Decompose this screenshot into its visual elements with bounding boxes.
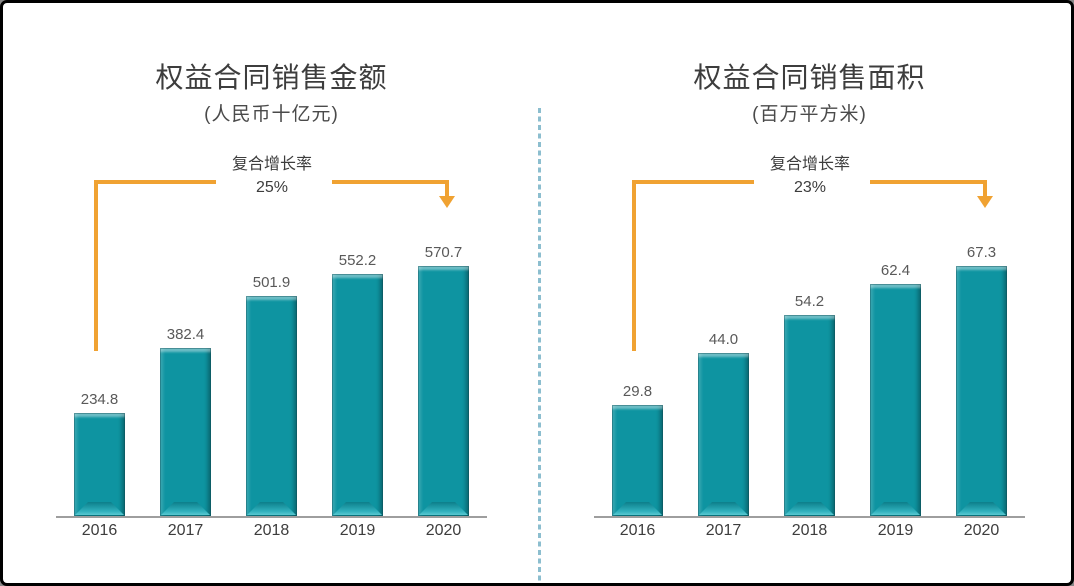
bar-value-label: 501.9 xyxy=(252,274,291,291)
cagr-bracket-vertical-line xyxy=(632,180,636,351)
cagr-bracket-vertical-line xyxy=(94,180,98,351)
x-axis-tick-label: 2017 xyxy=(167,522,204,539)
bar-2020: 67.3 xyxy=(956,244,1007,516)
bar-value-label: 62.4 xyxy=(880,262,911,279)
bar-2019: 62.4 xyxy=(870,262,921,516)
cagr-arrow-stub xyxy=(445,180,449,197)
x-axis-tick-label: 2020 xyxy=(425,522,462,539)
bar-2016: 234.8 xyxy=(74,391,125,516)
down-arrow-icon xyxy=(439,196,455,208)
years-row: 2016 2017 2018 2019 2020 xyxy=(592,522,1027,540)
chart-sales-area: 权益合同销售面积 (百万平方米) 复合增长率 23% 29.8 44.0 54.2 6… xyxy=(592,3,1027,583)
x-axis-line xyxy=(594,516,1025,518)
x-axis-tick-label: 2016 xyxy=(81,522,118,539)
cagr-label: 复合增长率 xyxy=(231,156,312,173)
cagr-arrow-stub xyxy=(983,180,987,197)
x-axis-tick-label: 2019 xyxy=(877,522,914,539)
chart-subtitle: (人民币十亿元) xyxy=(204,104,339,125)
bar-2019: 552.2 xyxy=(332,252,383,516)
cagr-bracket-horizontal-line-right xyxy=(870,180,987,184)
bar-2018: 501.9 xyxy=(246,274,297,516)
x-axis-tick-label: 2016 xyxy=(619,522,656,539)
bar-2016: 29.8 xyxy=(612,383,663,516)
x-axis-tick-label: 2018 xyxy=(791,522,828,539)
cagr-bracket-horizontal-line-left xyxy=(632,180,754,184)
down-arrow-icon xyxy=(977,196,993,208)
cagr-bracket-horizontal-line-right xyxy=(332,180,449,184)
bar-value-label: 67.3 xyxy=(966,244,997,261)
bar-2017: 44.0 xyxy=(698,331,749,516)
bar-2020: 570.7 xyxy=(418,244,469,516)
x-axis-tick-label: 2019 xyxy=(339,522,376,539)
bar-value-label: 44.0 xyxy=(708,331,739,348)
cagr-value: 25% xyxy=(255,179,289,196)
cagr-value: 23% xyxy=(793,179,827,196)
dashed-divider-line xyxy=(538,108,541,581)
bar-2017: 382.4 xyxy=(160,326,211,516)
bar-value-label: 29.8 xyxy=(622,383,653,400)
bar-2018: 54.2 xyxy=(784,293,835,516)
bars-row: 29.8 44.0 54.2 62.4 67.3 xyxy=(592,244,1027,516)
years-row: 2016 2017 2018 2019 2020 xyxy=(54,522,489,540)
bar-value-label: 382.4 xyxy=(166,326,205,343)
x-axis-tick-label: 2020 xyxy=(963,522,1000,539)
bar-value-label: 234.8 xyxy=(80,391,119,408)
bar-value-label: 570.7 xyxy=(424,244,463,261)
bar-value-label: 552.2 xyxy=(338,252,377,269)
bars-row: 234.8 382.4 501.9 552.2 570.7 xyxy=(54,244,489,516)
x-axis-tick-label: 2017 xyxy=(705,522,742,539)
cagr-annotation: 复合增长率 23% xyxy=(748,153,872,199)
chart-subtitle: (百万平方米) xyxy=(752,104,867,125)
chart-title: 权益合同销售面积 xyxy=(693,62,926,93)
x-axis-tick-label: 2018 xyxy=(253,522,290,539)
cagr-annotation: 复合增长率 25% xyxy=(210,153,334,199)
chart-title: 权益合同销售金额 xyxy=(155,62,388,93)
cagr-label: 复合增长率 xyxy=(769,156,850,173)
x-axis-line xyxy=(56,516,487,518)
bar-value-label: 54.2 xyxy=(794,293,825,310)
chart-sales-amount: 权益合同销售金额 (人民币十亿元) 复合增长率 25% 234.8 382.4 50… xyxy=(54,3,489,583)
cagr-bracket-horizontal-line-left xyxy=(94,180,216,184)
